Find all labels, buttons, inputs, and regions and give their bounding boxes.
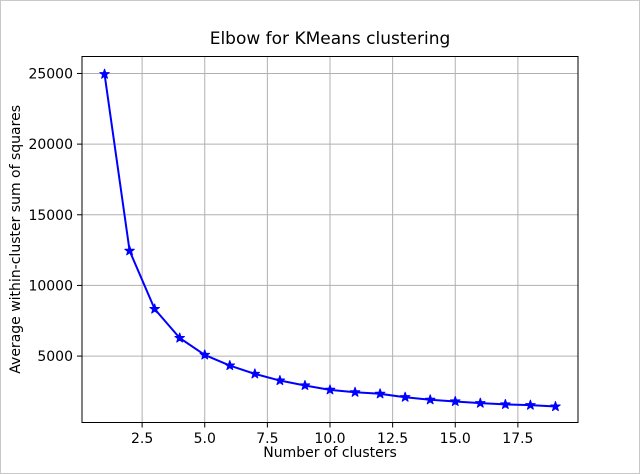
data-point-marker — [124, 245, 135, 256]
y-tick-label: 20000 — [28, 137, 73, 153]
x-tick-label: 17.5 — [502, 431, 533, 447]
y-tick-label: 5000 — [37, 349, 73, 365]
x-tick-label: 5.0 — [194, 431, 216, 447]
x-tick-label: 7.5 — [256, 431, 278, 447]
data-point-marker — [399, 391, 411, 402]
data-point-marker — [450, 395, 461, 406]
data-point-marker — [99, 68, 110, 79]
data-point-marker — [274, 375, 286, 386]
data-point-marker — [374, 388, 386, 399]
x-tick-label: 12.5 — [377, 431, 408, 447]
y-tick-label: 25000 — [28, 66, 73, 82]
x-tick-label: 2.5 — [131, 431, 153, 447]
x-axis-label: Number of clusters — [263, 445, 397, 461]
data-point-marker — [149, 303, 160, 314]
data-point-marker — [299, 379, 311, 391]
data-point-marker — [199, 349, 210, 360]
data-point-marker — [324, 384, 336, 395]
data-point-marker — [475, 397, 486, 408]
y-axis-label-text: Average within-cluster sum of squares — [8, 105, 24, 374]
y-axis-label: Average within-cluster sum of squares — [5, 56, 27, 423]
data-point-marker — [224, 360, 236, 371]
data-point-marker — [174, 332, 185, 343]
y-tick-label: 15000 — [28, 208, 73, 224]
data-point-marker — [424, 394, 436, 405]
data-point-marker — [249, 368, 261, 379]
y-tick-label: 10000 — [28, 278, 73, 294]
x-tick-label: 10.0 — [314, 431, 345, 447]
data-point-marker — [349, 386, 361, 397]
x-tick-label: 15.0 — [440, 431, 471, 447]
data-point-marker — [550, 401, 561, 412]
chart-title: Elbow for KMeans clustering — [209, 29, 451, 49]
data-point-marker — [500, 398, 511, 409]
data-point-marker — [525, 399, 536, 410]
